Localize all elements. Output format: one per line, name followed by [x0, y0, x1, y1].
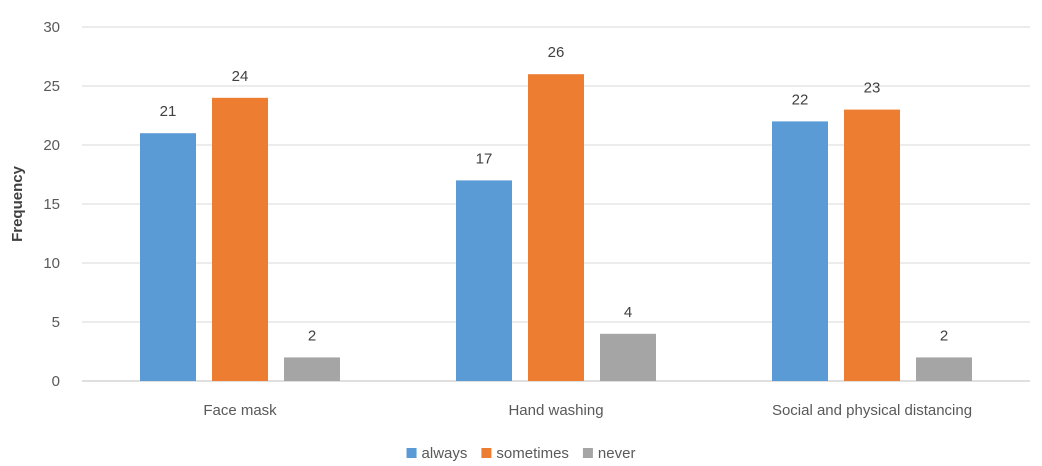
- legend-item: sometimes: [481, 445, 569, 462]
- data-label: 2: [308, 327, 316, 344]
- y-tick-label: 20: [43, 137, 60, 154]
- x-axis-categories: Face mask Hand washing Social and physical…: [203, 402, 972, 419]
- category-label: Face mask: [203, 402, 277, 419]
- data-label: 22: [792, 91, 809, 108]
- bar: [844, 109, 900, 381]
- data-labels: 21 24 2 17 26 4 22 23 2: [160, 44, 949, 344]
- y-tick-label: 30: [43, 19, 60, 36]
- data-label: 17: [476, 150, 493, 167]
- data-label: 24: [232, 68, 249, 85]
- legend-swatch: [406, 448, 417, 458]
- bar: [284, 357, 340, 381]
- y-axis-ticks: 0 5 10 15 20 25 30: [43, 19, 60, 390]
- bar: [140, 133, 196, 381]
- category-label: Hand washing: [508, 402, 603, 419]
- y-tick-label: 5: [52, 314, 60, 331]
- legend-swatch: [481, 448, 492, 458]
- legend-swatch: [582, 448, 593, 458]
- bar: [456, 180, 512, 381]
- data-label: 23: [864, 80, 881, 97]
- legend-label: always: [422, 445, 468, 462]
- bar: [212, 97, 268, 382]
- category-label: Social and physical distancing: [772, 402, 972, 419]
- legend: always sometimes never: [406, 445, 636, 462]
- bar: [772, 121, 828, 382]
- bars: [140, 74, 972, 382]
- data-label: 26: [548, 44, 565, 61]
- legend-item: never: [582, 445, 636, 462]
- data-label: 21: [160, 103, 177, 120]
- y-tick-label: 0: [52, 373, 60, 390]
- bar: [600, 333, 656, 381]
- y-axis-label: Frequency: [9, 165, 26, 242]
- y-tick-label: 15: [43, 196, 60, 213]
- y-tick-label: 25: [43, 78, 60, 95]
- data-label: 2: [940, 327, 948, 344]
- data-label: 4: [624, 304, 632, 321]
- bar: [916, 357, 972, 381]
- legend-label: sometimes: [496, 445, 569, 462]
- legend-item: always: [406, 445, 468, 462]
- legend-label: never: [598, 445, 636, 462]
- bar: [528, 74, 584, 381]
- y-tick-label: 10: [43, 255, 60, 272]
